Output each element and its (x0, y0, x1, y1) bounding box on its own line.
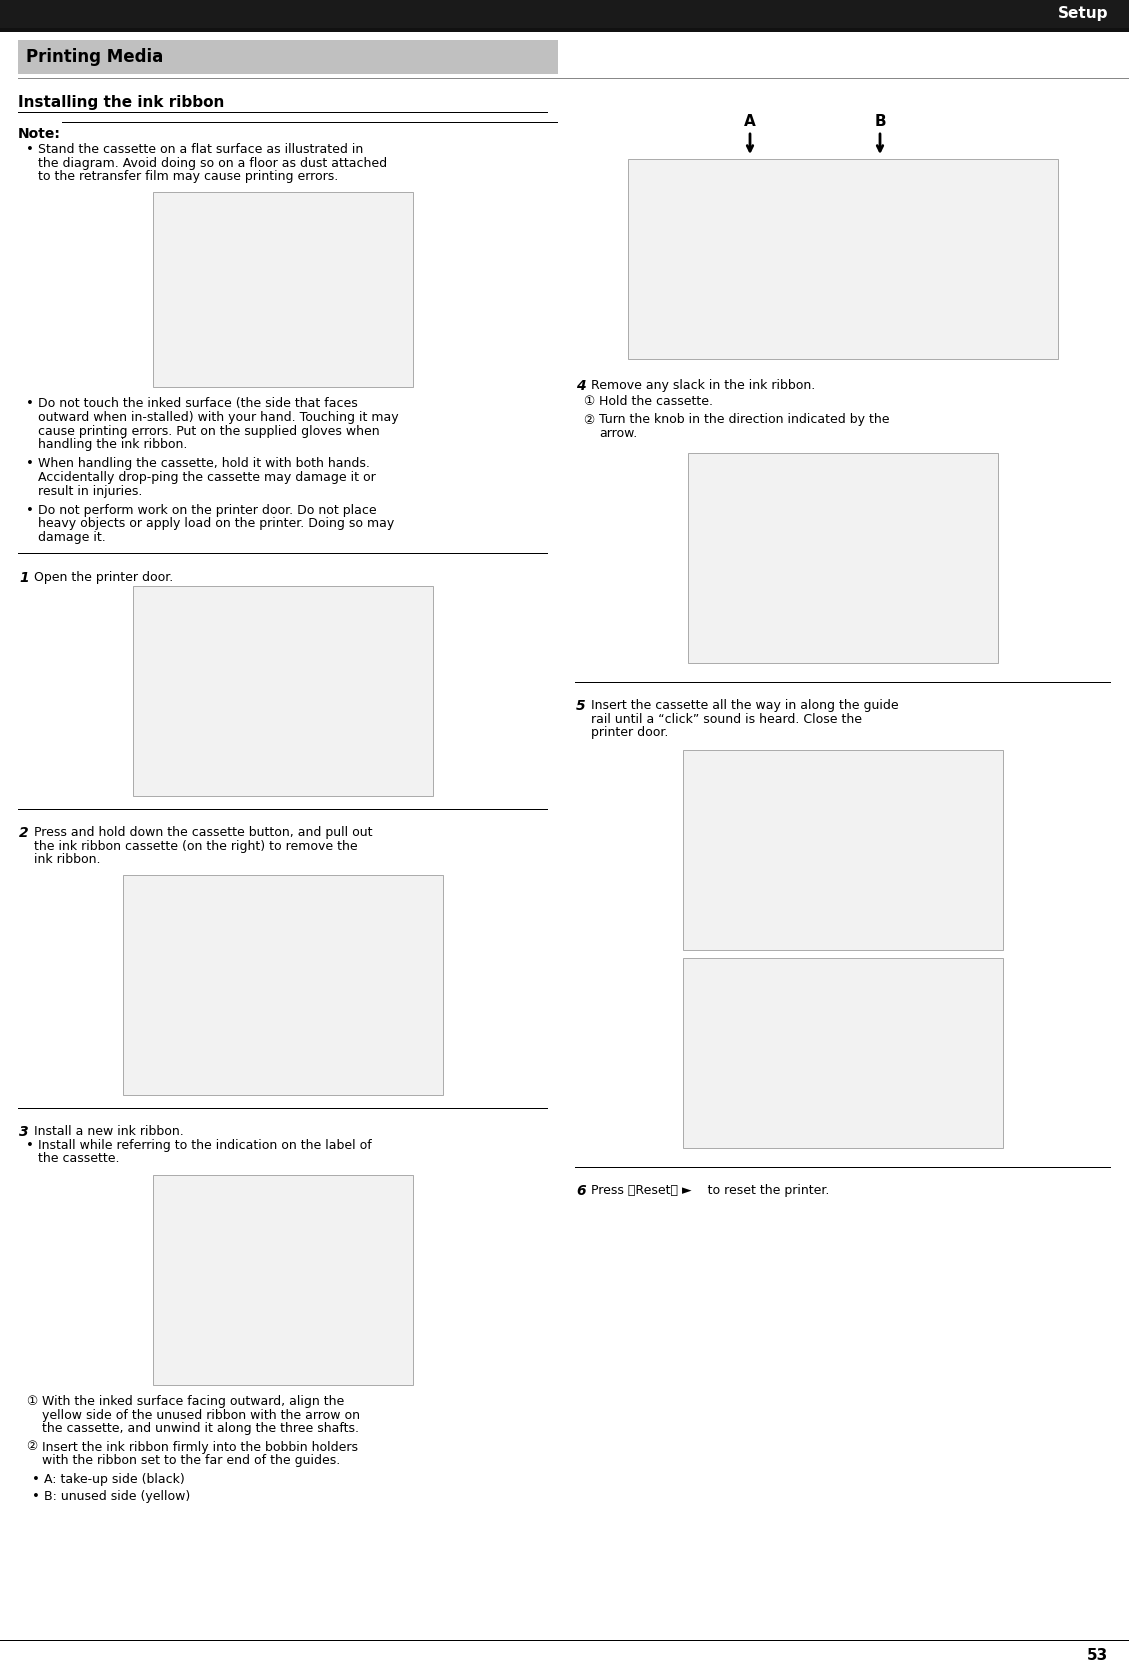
Text: with the ribbon set to the far end of the guides.: with the ribbon set to the far end of th… (42, 1454, 340, 1467)
Text: ②: ② (583, 414, 594, 427)
Text: the cassette, and unwind it along the three shafts.: the cassette, and unwind it along the th… (42, 1422, 359, 1435)
Text: Open the printer door.: Open the printer door. (34, 571, 173, 584)
Bar (0, 28, 1129, 32)
Text: 6: 6 (576, 1183, 586, 1198)
Text: ①: ① (26, 1395, 37, 1409)
Text: cause printing errors. Put on the supplied gloves when: cause printing errors. Put on the suppli… (38, 424, 379, 437)
Text: ②: ② (26, 1440, 37, 1454)
Text: Accidentally drop-ping the cassette may damage it or: Accidentally drop-ping the cassette may … (38, 471, 376, 484)
Text: rail until a “click” sound is heard. Close the: rail until a “click” sound is heard. Clo… (590, 713, 863, 726)
Text: •: • (26, 397, 34, 411)
Bar (0, 0, 1129, 28)
Bar (133, 586, 434, 796)
Text: B: unused side (yellow): B: unused side (yellow) (44, 1490, 191, 1504)
Text: Install while referring to the indication on the label of: Install while referring to the indicatio… (38, 1138, 371, 1152)
Text: Hold the cassette.: Hold the cassette. (599, 396, 714, 407)
Text: to the retransfer film may cause printing errors.: to the retransfer film may cause printin… (38, 170, 339, 184)
Text: 53: 53 (1087, 1647, 1108, 1662)
Text: result in injuries.: result in injuries. (38, 484, 142, 497)
Bar (688, 454, 998, 664)
Text: A: A (744, 113, 756, 129)
Text: arrow.: arrow. (599, 427, 637, 441)
Text: Installing the ink ribbon: Installing the ink ribbon (18, 95, 225, 110)
Text: Stand the cassette on a flat surface as illustrated in: Stand the cassette on a flat surface as … (38, 144, 364, 155)
Bar (154, 1175, 413, 1385)
Text: Turn the knob in the direction indicated by the: Turn the knob in the direction indicated… (599, 414, 890, 427)
Text: A: take-up side (black): A: take-up side (black) (44, 1472, 185, 1485)
Text: Do not touch the inked surface (the side that faces: Do not touch the inked surface (the side… (38, 397, 358, 411)
Text: the ink ribbon cassette (on the right) to remove the: the ink ribbon cassette (on the right) t… (34, 840, 358, 853)
Text: B: B (874, 113, 886, 129)
Text: Printing Media: Printing Media (26, 48, 164, 67)
Text: Note:: Note: (18, 127, 61, 140)
Text: With the inked surface facing outward, align the: With the inked surface facing outward, a… (42, 1395, 344, 1409)
Bar (123, 875, 443, 1095)
Text: •: • (32, 1472, 40, 1485)
Text: Insert the cassette all the way in along the guide: Insert the cassette all the way in along… (590, 699, 899, 713)
Text: damage it.: damage it. (38, 531, 106, 544)
Text: Setup: Setup (1058, 7, 1108, 22)
Bar (628, 159, 1058, 359)
Text: ①: ① (583, 396, 594, 407)
Text: ink ribbon.: ink ribbon. (34, 853, 100, 866)
Text: Remove any slack in the ink ribbon.: Remove any slack in the ink ribbon. (590, 379, 815, 392)
Bar (683, 749, 1003, 950)
Text: Insert the ink ribbon firmly into the bobbin holders: Insert the ink ribbon firmly into the bo… (42, 1440, 358, 1454)
Text: 3: 3 (19, 1125, 28, 1138)
Text: •: • (26, 1138, 34, 1152)
Text: the cassette.: the cassette. (38, 1153, 120, 1165)
Text: printer door.: printer door. (590, 726, 668, 739)
Text: Install a new ink ribbon.: Install a new ink ribbon. (34, 1125, 184, 1138)
Bar (18, 40, 558, 73)
Text: yellow side of the unused ribbon with the arrow on: yellow side of the unused ribbon with th… (42, 1409, 360, 1422)
Text: 2: 2 (19, 826, 28, 841)
Text: heavy objects or apply load on the printer. Doing so may: heavy objects or apply load on the print… (38, 517, 394, 531)
Text: 5: 5 (576, 699, 586, 714)
Bar (154, 192, 413, 387)
Text: Do not perform work on the printer door. Do not place: Do not perform work on the printer door.… (38, 504, 377, 517)
Text: 1: 1 (19, 571, 28, 584)
Text: •: • (26, 457, 34, 471)
Text: Press ［Reset］ ►    to reset the printer.: Press ［Reset］ ► to reset the printer. (590, 1183, 830, 1197)
Text: •: • (26, 504, 34, 517)
Text: the diagram. Avoid doing so on a floor as dust attached: the diagram. Avoid doing so on a floor a… (38, 157, 387, 170)
Text: handling the ink ribbon.: handling the ink ribbon. (38, 437, 187, 451)
Text: When handling the cassette, hold it with both hands.: When handling the cassette, hold it with… (38, 457, 370, 471)
Text: outward when in-stalled) with your hand. Touching it may: outward when in-stalled) with your hand.… (38, 411, 399, 424)
Text: •: • (32, 1490, 40, 1504)
Text: Press and hold down the cassette button, and pull out: Press and hold down the cassette button,… (34, 826, 373, 840)
Bar (683, 958, 1003, 1148)
Text: •: • (26, 144, 34, 155)
Text: 4: 4 (576, 379, 586, 392)
